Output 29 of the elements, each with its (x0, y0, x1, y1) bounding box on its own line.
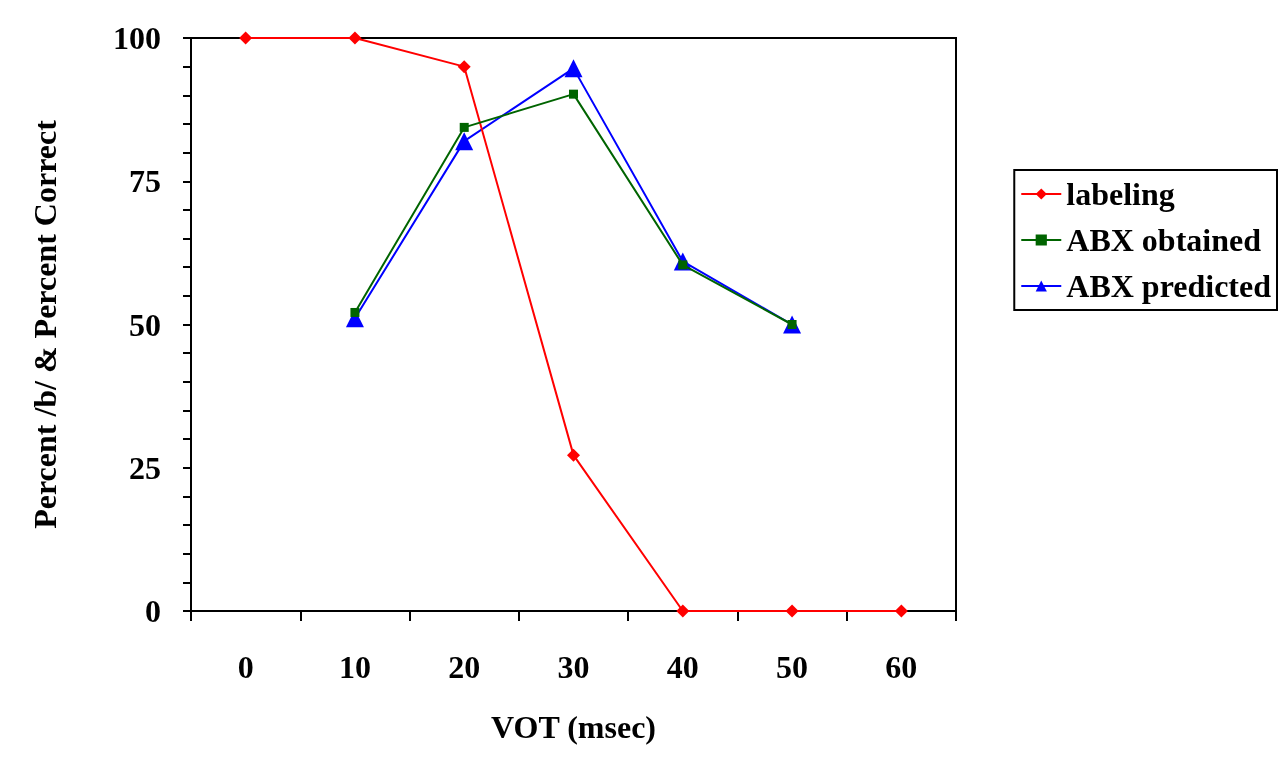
point (569, 89, 578, 99)
point (564, 59, 583, 78)
point (676, 604, 690, 618)
x-tick-label: 10 (338, 649, 371, 685)
x-tick-label: 0 (237, 649, 254, 685)
point (239, 31, 253, 45)
point (455, 132, 474, 151)
point (457, 60, 471, 74)
point (350, 307, 360, 317)
point (459, 122, 469, 132)
x-tick-label: 30 (557, 649, 590, 685)
legend-label: labeling (1066, 176, 1175, 212)
y-axis-title: Percent /b/ & Percent Correct (27, 119, 63, 529)
x-tick-label: 60 (885, 649, 918, 685)
x-tick-label: 50 (776, 649, 809, 685)
point (348, 31, 362, 45)
y-tick-label: 100 (113, 20, 161, 56)
y-tick-label: 75 (129, 163, 161, 200)
x-axis-title: VOT (msec) (491, 709, 656, 745)
y-tick-label: 50 (129, 306, 161, 343)
legend-label: ABX predicted (1066, 268, 1272, 304)
y-tick-label: 25 (129, 449, 161, 486)
point (567, 448, 580, 462)
y-tick-label: 0 (145, 593, 161, 629)
legend-label: ABX obtained (1066, 222, 1262, 258)
x-tick-label: 40 (666, 649, 699, 685)
point (785, 604, 799, 618)
point (894, 604, 908, 618)
x-tick-label: 20 (448, 649, 481, 685)
